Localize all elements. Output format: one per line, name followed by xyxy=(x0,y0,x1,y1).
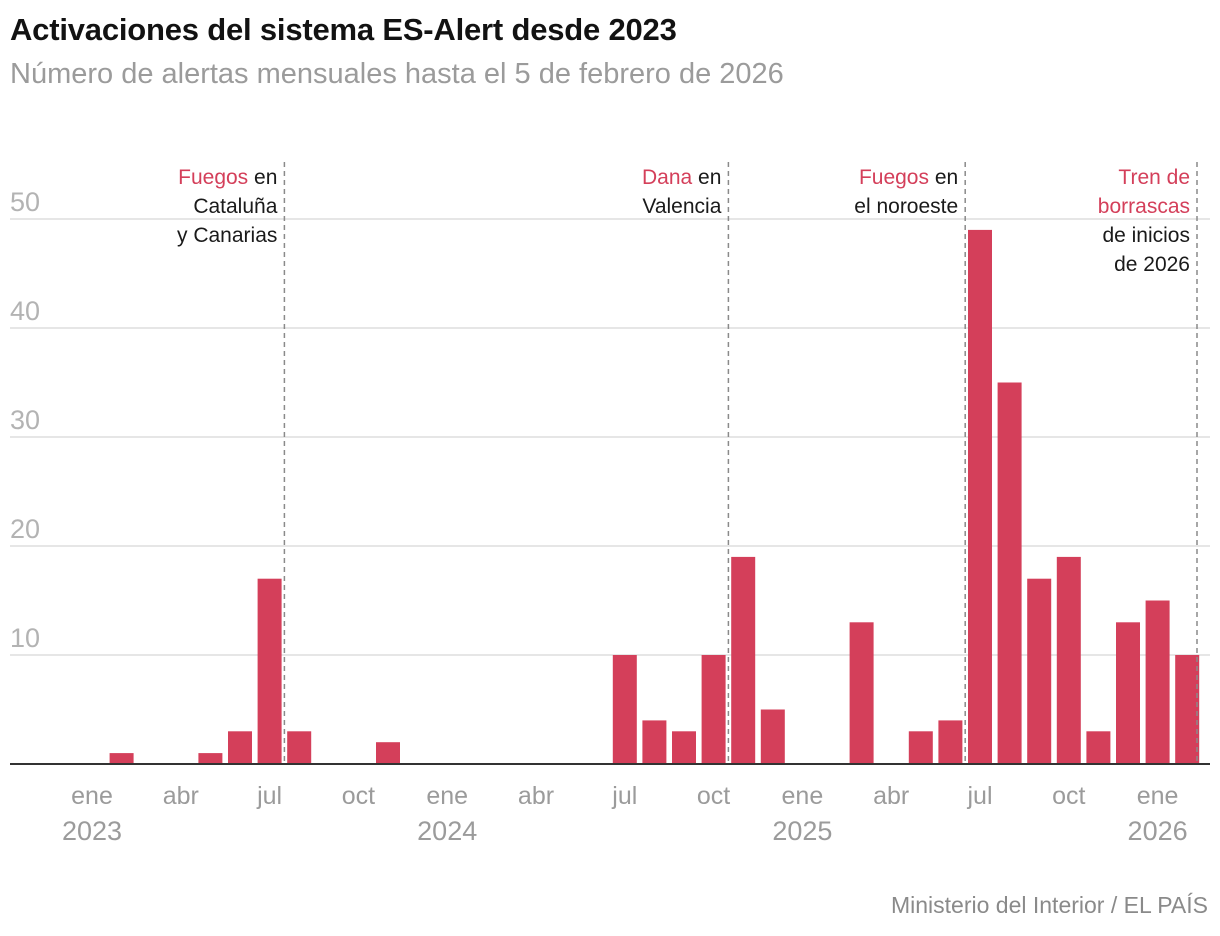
annotation-text: Cataluña xyxy=(193,195,277,218)
bar-2025-10: 2025-10: 19 xyxy=(1056,556,1081,764)
bar-2024-07: 2024-07: 10 xyxy=(612,655,637,764)
x-tick-label: oct xyxy=(1052,782,1085,810)
x-tick-label: abr xyxy=(518,782,554,810)
bar-2023-05: 2023-05: 1 xyxy=(198,753,223,764)
event-annotations: Fuegos en Cataluña y Canarias Dana en Valenc… xyxy=(177,166,1190,276)
x-tick-label: oct xyxy=(342,782,375,810)
bar-2023-07: 2023-07: 17 xyxy=(257,578,282,764)
bar-2023-11: 2023-11: 2 xyxy=(376,742,400,764)
annotation-highlight: borrascas xyxy=(1098,195,1190,218)
annotation-text: Tren de xyxy=(1118,166,1190,189)
bar-2025-03: 2025-03: 13 xyxy=(849,622,874,764)
bar-2026-01: 2026-01: 15 xyxy=(1145,600,1170,764)
event-markers xyxy=(283,162,1198,764)
bar-2025-09: 2025-09: 17 xyxy=(1027,578,1052,764)
annotation-segment: de inicios xyxy=(1102,224,1190,247)
annotation-text: Fuegos en xyxy=(178,166,277,189)
bar-2025-06: 2025-06: 4 xyxy=(938,720,963,764)
x-tick-label: oct xyxy=(697,782,730,810)
x-tick-label: jul xyxy=(611,782,637,810)
y-tick-label: 20 xyxy=(10,514,40,544)
bar-2025-11: 2025-11: 3 xyxy=(1086,731,1111,764)
bar-2023-08: 2023-08: 3 xyxy=(287,731,312,764)
annotation-segment: en xyxy=(929,166,958,189)
annotation-text: borrascas xyxy=(1098,195,1190,218)
bar-2025-08: 2025-08: 35 xyxy=(997,382,1022,764)
annotation-segment: Cataluña xyxy=(193,195,277,218)
annotation-highlight: Fuegos xyxy=(859,166,929,189)
x-year-label: 2025 xyxy=(772,816,832,846)
x-tick-label: jul xyxy=(966,782,992,810)
source-credit: Ministerio del Interior / EL PAÍS xyxy=(890,892,1208,918)
x-tick-label: ene xyxy=(426,782,468,810)
bars: 2023-02: 1 2023-05: 1 2023-06: 32023-07: 1… xyxy=(109,229,1200,764)
annotation-text: Dana en xyxy=(642,166,721,189)
x-tick-label: jul xyxy=(256,782,282,810)
x-tick-label: abr xyxy=(163,782,199,810)
annotation-text: de inicios xyxy=(1102,224,1190,247)
x-tick-label: ene xyxy=(71,782,113,810)
annotation-highlight: Tren de xyxy=(1118,166,1190,189)
annotation-text: Fuegos en xyxy=(859,166,958,189)
y-tick-label: 40 xyxy=(10,296,40,326)
x-year-label: 2024 xyxy=(417,816,477,846)
annotation-text: y Canarias xyxy=(177,224,277,247)
annotation-highlight: Dana xyxy=(642,166,693,189)
y-tick-label: 50 xyxy=(10,187,40,217)
bar-2023-06: 2023-06: 3 xyxy=(228,731,252,764)
bar-2025-07: 2025-07: 49 xyxy=(968,229,992,764)
bar-2026-02: 2026-02: 10 xyxy=(1175,655,1200,764)
annotation-text: Valencia xyxy=(642,195,721,218)
y-axis: 10 20 30 40 50 xyxy=(10,187,1210,765)
bar-2024-09: 2024-09: 3 xyxy=(672,731,696,764)
annotation-segment: en xyxy=(248,166,277,189)
x-year-label: 2023 xyxy=(62,816,122,846)
x-year-label: 2026 xyxy=(1128,816,1188,846)
y-tick-label: 10 xyxy=(10,623,40,653)
annotation-segment: en xyxy=(692,166,721,189)
annotation-segment: y Canarias xyxy=(177,224,277,247)
bar-2025-05: 2025-05: 3 xyxy=(908,731,933,764)
annotation-segment: el noroeste xyxy=(854,195,958,218)
chart-title: Activaciones del sistema ES-Alert desde … xyxy=(10,12,677,47)
bar-2024-12: 2024-12: 5 xyxy=(760,709,785,764)
x-axis: ene 2023 abr jul oct ene 2024 abr jul oct ene 2025 a… xyxy=(62,782,1188,846)
bar-2024-11: 2024-11: 19 xyxy=(731,556,756,764)
y-tick-label: 30 xyxy=(10,405,40,435)
chart-subtitle: Número de alertas mensuales hasta el 5 d… xyxy=(10,58,784,90)
bar-2024-08: 2024-08: 4 xyxy=(642,720,667,764)
x-tick-label: ene xyxy=(1137,782,1179,810)
annotation-text: el noroeste xyxy=(854,195,958,218)
annotation-highlight: Fuegos xyxy=(178,166,248,189)
x-tick-label: ene xyxy=(782,782,824,810)
annotation-text: de 2026 xyxy=(1114,253,1190,276)
annotation-segment: de 2026 xyxy=(1114,253,1190,276)
annotation-segment: Valencia xyxy=(642,195,721,218)
bar-2024-10: 2024-10: 10 xyxy=(701,655,726,764)
bar-2025-12: 2025-12: 13 xyxy=(1116,622,1140,764)
bar-2023-02: 2023-02: 1 xyxy=(109,753,134,764)
x-tick-label: abr xyxy=(873,782,909,810)
